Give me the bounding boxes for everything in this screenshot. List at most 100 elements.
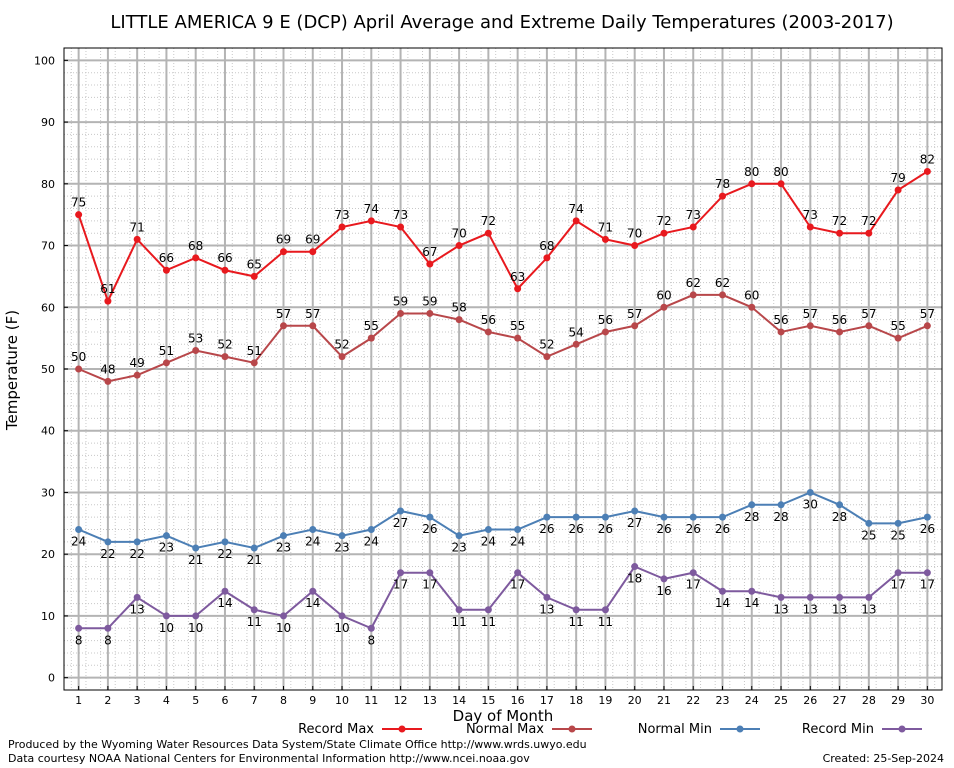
y-tick-label: 50 [41, 363, 55, 376]
data-point [777, 180, 785, 188]
legend-item: Normal Max [466, 722, 592, 737]
data-point [192, 544, 200, 552]
data-label: 62 [715, 276, 730, 290]
data-point [309, 322, 317, 330]
data-point [689, 513, 697, 521]
data-label: 80 [744, 165, 759, 179]
x-tick-label: 7 [251, 694, 258, 707]
data-label: 14 [305, 596, 320, 610]
data-label: 26 [422, 522, 437, 536]
y-tick-label: 20 [41, 548, 55, 561]
data-point [162, 266, 170, 274]
data-label: 26 [569, 522, 584, 536]
y-tick-label: 100 [34, 54, 55, 67]
y-tick-label: 70 [41, 240, 55, 253]
data-label: 24 [364, 535, 379, 549]
data-label: 56 [598, 313, 613, 327]
data-label: 23 [334, 541, 349, 555]
data-label: 13 [861, 602, 876, 616]
data-point [777, 501, 785, 509]
data-point [748, 587, 756, 595]
data-label: 11 [247, 615, 262, 629]
data-point [601, 328, 609, 336]
data-label: 55 [364, 319, 379, 333]
data-label: 14 [715, 596, 730, 610]
x-tick-label: 4 [163, 694, 170, 707]
data-label: 17 [393, 578, 408, 592]
x-tick-label: 18 [569, 694, 583, 707]
data-point [689, 223, 697, 231]
data-point [923, 322, 931, 330]
data-point [484, 328, 492, 336]
legend-marker [398, 725, 406, 733]
data-label: 55 [890, 319, 905, 333]
data-point [806, 593, 814, 601]
data-label: 10 [188, 621, 203, 635]
x-tick-label: 20 [628, 694, 642, 707]
data-point [631, 322, 639, 330]
data-point [192, 612, 200, 620]
data-point [133, 593, 141, 601]
data-label: 69 [305, 233, 320, 247]
data-point [338, 612, 346, 620]
data-point [367, 217, 375, 225]
x-tick-label: 22 [686, 694, 700, 707]
data-point [719, 513, 726, 521]
data-label: 22 [217, 547, 232, 561]
data-label: 8 [104, 633, 112, 647]
data-point [484, 229, 492, 237]
data-label: 28 [744, 510, 759, 524]
data-label: 60 [744, 288, 759, 302]
data-point [426, 260, 434, 268]
data-label: 73 [686, 208, 701, 222]
x-tick-label: 26 [803, 694, 817, 707]
data-label: 24 [71, 535, 86, 549]
data-label: 52 [334, 338, 349, 352]
data-point [543, 254, 551, 262]
data-point [309, 526, 317, 533]
data-label: 14 [217, 596, 232, 610]
data-label: 72 [481, 214, 496, 228]
data-point [280, 612, 287, 620]
grid-layer [64, 48, 942, 690]
data-label: 67 [422, 245, 437, 259]
data-label: 24 [481, 535, 496, 549]
data-label: 52 [217, 338, 232, 352]
data-label: 30 [803, 497, 818, 511]
data-label: 70 [627, 227, 642, 241]
data-point [514, 334, 522, 342]
data-point [719, 587, 726, 595]
data-label: 55 [510, 319, 525, 333]
data-label: 50 [71, 350, 86, 364]
data-label: 8 [75, 633, 83, 647]
data-point [309, 587, 317, 595]
data-label: 72 [861, 214, 876, 228]
x-tick-label: 28 [862, 694, 876, 707]
data-point [455, 242, 463, 250]
data-label: 66 [217, 251, 232, 265]
x-tick-label: 29 [891, 694, 905, 707]
data-point [75, 526, 83, 533]
data-label: 57 [276, 307, 291, 321]
data-point [894, 334, 902, 342]
y-tick-label: 80 [41, 178, 55, 191]
data-label: 14 [744, 596, 759, 610]
data-point [221, 266, 229, 274]
footer-created: Created: 25-Sep-2024 [822, 752, 944, 765]
data-point [250, 272, 258, 280]
chart-title: LITTLE AMERICA 9 E (DCP) April Average a… [110, 12, 893, 33]
data-point [836, 593, 844, 601]
data-point [601, 513, 609, 521]
data-point [660, 513, 668, 521]
data-point [865, 322, 873, 330]
data-label: 13 [539, 602, 554, 616]
data-label: 25 [890, 528, 905, 542]
data-point [426, 569, 434, 577]
data-point [660, 229, 668, 237]
x-tick-label: 8 [280, 694, 287, 707]
data-point [543, 353, 551, 361]
data-point [397, 223, 405, 231]
data-point [572, 513, 580, 521]
legend-item: Record Min [802, 722, 922, 737]
